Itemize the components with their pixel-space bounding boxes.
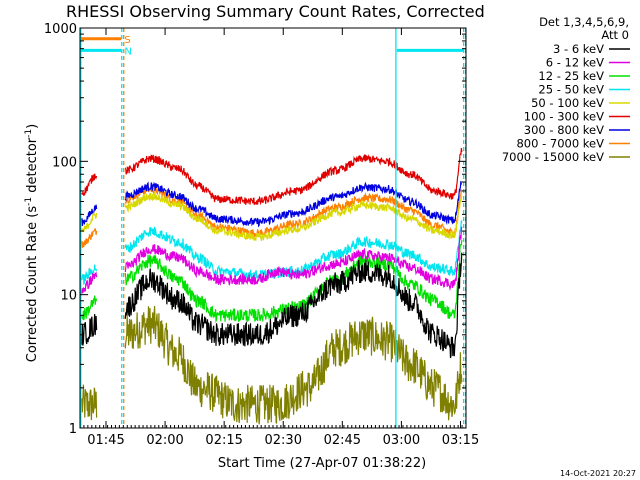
series-line [124,252,463,359]
series-6-12-kev [81,226,463,294]
series-line [124,147,463,206]
series-line [81,314,98,346]
x-tick-label: 03:15 [442,433,479,448]
legend-header-line-1: Det 1,3,4,5,6,9, [539,15,629,29]
y-tick-label: 10 [60,289,77,304]
series-line [124,226,463,291]
y-axis-label: Corrected Count Rate (s-1 detector-1) [24,124,40,362]
series-7000-15000-kev [81,305,463,425]
series-line [81,271,98,294]
series-line [81,295,98,321]
plot-area: SN 01:45 02:00 02:15 02:30 02:45 03:00 03:15 1 1… [44,22,479,448]
series-line [81,384,98,421]
legend-label: 300 - 800 keV [524,123,604,137]
y-tick-label: 1 [69,422,77,437]
series-line [124,181,462,228]
series-line [81,211,98,233]
series-50-100-kev [81,190,463,242]
flag-label-s: S [124,35,130,46]
legend-label: 800 - 7000 keV [516,137,604,151]
flag-label-n: N [124,46,131,57]
legend-label: 25 - 50 keV [538,83,604,97]
legend-header-line-2: Att 0 [601,28,629,42]
x-tick-label: 02:45 [324,433,361,448]
x-tick-label: 02:30 [265,433,302,448]
x-tick-label: 02:15 [205,433,242,448]
chart-title: RHESSI Observing Summary Count Rates, Co… [66,2,485,21]
legend-label: 7000 - 15000 keV [502,150,604,164]
series-line [81,264,98,286]
series-line [81,204,98,227]
legend-label: 6 - 12 keV [546,56,604,70]
series-line [124,190,463,242]
x-tick-label: 01:45 [87,433,124,448]
y-tick-label: 1000 [44,22,77,37]
x-axis-label: Start Time (27-Apr-07 01:38:22) [218,456,426,471]
series-line [81,173,98,196]
x-tick-label: 03:00 [383,433,420,448]
series-300-800-kev [81,181,462,228]
legend-label: 100 - 300 keV [524,110,604,124]
x-tick-label: 02:00 [146,433,183,448]
series-line [124,305,463,425]
series-100-300-kev [81,147,463,206]
timestamp: 14-Oct-2021 20:27 [560,469,636,478]
series-3-6-kev [81,252,463,359]
y-tick-label: 100 [52,155,77,170]
series-line [81,228,98,248]
legend-label: 50 - 100 keV [531,96,604,110]
legend-label: 3 - 6 keV [553,42,604,56]
legend-label: 12 - 25 keV [538,69,604,83]
